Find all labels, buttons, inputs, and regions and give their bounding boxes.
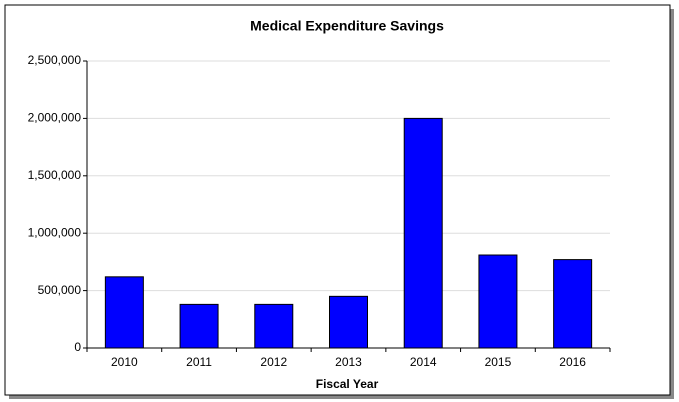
x-tick-label: 2010 <box>111 355 138 369</box>
x-tick-label: 2013 <box>335 355 362 369</box>
y-tick-label: 1,000,000 <box>28 225 82 239</box>
chart-title: Medical Expenditure Savings <box>250 18 444 34</box>
bar <box>553 259 593 349</box>
bar <box>478 254 518 349</box>
y-tick-label: 500,000 <box>38 283 82 297</box>
bar <box>403 117 443 349</box>
bar <box>179 303 219 349</box>
bar <box>254 303 294 349</box>
x-tick-label: 2014 <box>410 355 437 369</box>
x-tick-label: 2012 <box>260 355 287 369</box>
x-tick-label: 2016 <box>559 355 586 369</box>
y-tick-label: 1,500,000 <box>28 168 82 182</box>
y-tick-label: 0 <box>74 340 81 354</box>
y-tick-label: 2,500,000 <box>28 53 82 67</box>
y-tick-label: 2,000,000 <box>28 111 82 125</box>
x-tick-label: 2011 <box>186 355 212 369</box>
bar <box>329 295 368 349</box>
x-axis-label: Fiscal Year <box>316 377 379 391</box>
x-tick-label: 2015 <box>485 355 512 369</box>
bar <box>104 276 144 349</box>
